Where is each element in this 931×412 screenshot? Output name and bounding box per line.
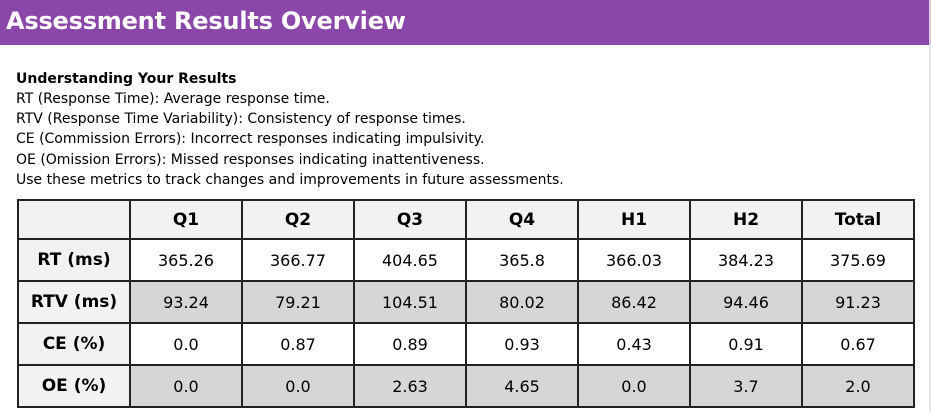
- row-label-rt: RT (ms): [17, 238, 131, 282]
- row-label-ce: CE (%): [17, 322, 131, 366]
- table-cell: 365.26: [129, 238, 243, 282]
- row-label-oe: OE (%): [17, 364, 131, 408]
- page-title: Assessment Results Overview: [6, 7, 406, 35]
- table-cell: 0.67: [801, 322, 915, 366]
- table-cell: 86.42: [577, 280, 691, 324]
- table-cell: 0.87: [241, 322, 355, 366]
- table-cell: 375.69: [801, 238, 915, 282]
- table-cell: 4.65: [465, 364, 579, 408]
- table-cell: 384.23: [689, 238, 803, 282]
- explanation-rtv: RTV (Response Time Variability): Consist…: [16, 111, 466, 128]
- column-header-total: Total: [801, 199, 915, 240]
- explanation-usage: Use these metrics to track changes and i…: [16, 171, 564, 188]
- table-header-row: Q1 Q2 Q3 Q4 H1 H2 Total: [17, 199, 915, 240]
- table-cell: 0.0: [129, 364, 243, 408]
- table-cell: 2.63: [353, 364, 467, 408]
- table-row-ce: CE (%) 0.0 0.87 0.89 0.93 0.43 0.91 0.67: [17, 322, 915, 366]
- table-cell: 3.7: [689, 364, 803, 408]
- table-cell: 91.23: [801, 280, 915, 324]
- page-right-border: [929, 45, 931, 412]
- table-cell: 366.03: [577, 238, 691, 282]
- table-cell: 104.51: [353, 280, 467, 324]
- column-header-q1: Q1: [129, 199, 243, 240]
- column-header-q4: Q4: [465, 199, 579, 240]
- table-cell: 0.0: [577, 364, 691, 408]
- results-explanation: Understanding Your Results RT (Response …: [16, 69, 916, 190]
- table-cell: 366.77: [241, 238, 355, 282]
- table-cell: 93.24: [129, 280, 243, 324]
- explanation-heading: Understanding Your Results: [16, 71, 237, 87]
- table-cell: 80.02: [465, 280, 579, 324]
- table-corner-cell: [17, 199, 131, 240]
- row-label-rtv: RTV (ms): [17, 280, 131, 324]
- explanation-ce: CE (Commission Errors): Incorrect respon…: [16, 131, 485, 148]
- table-row-oe: OE (%) 0.0 0.0 2.63 4.65 0.0 3.7 2.0: [17, 364, 915, 408]
- table-cell: 0.43: [577, 322, 691, 366]
- table-cell: 94.46: [689, 280, 803, 324]
- column-header-h2: H2: [689, 199, 803, 240]
- table-cell: 0.89: [353, 322, 467, 366]
- results-table: Q1 Q2 Q3 Q4 H1 H2 Total RT (ms) 365.26 3…: [17, 199, 915, 408]
- explanation-oe: OE (Omission Errors): Missed responses i…: [16, 151, 485, 168]
- explanation-rt: RT (Response Time): Average response tim…: [16, 91, 330, 107]
- column-header-q3: Q3: [353, 199, 467, 240]
- table-cell: 0.0: [241, 364, 355, 408]
- table-cell: 79.21: [241, 280, 355, 324]
- column-header-h1: H1: [577, 199, 691, 240]
- table-row-rt: RT (ms) 365.26 366.77 404.65 365.8 366.0…: [17, 238, 915, 282]
- table-cell: 365.8: [465, 238, 579, 282]
- table-cell: 0.0: [129, 322, 243, 366]
- table-cell: 404.65: [353, 238, 467, 282]
- page-header: Assessment Results Overview: [0, 0, 931, 45]
- table-cell: 0.93: [465, 322, 579, 366]
- column-header-q2: Q2: [241, 199, 355, 240]
- table-cell: 0.91: [689, 322, 803, 366]
- table-row-rtv: RTV (ms) 93.24 79.21 104.51 80.02 86.42 …: [17, 280, 915, 324]
- table-cell: 2.0: [801, 364, 915, 408]
